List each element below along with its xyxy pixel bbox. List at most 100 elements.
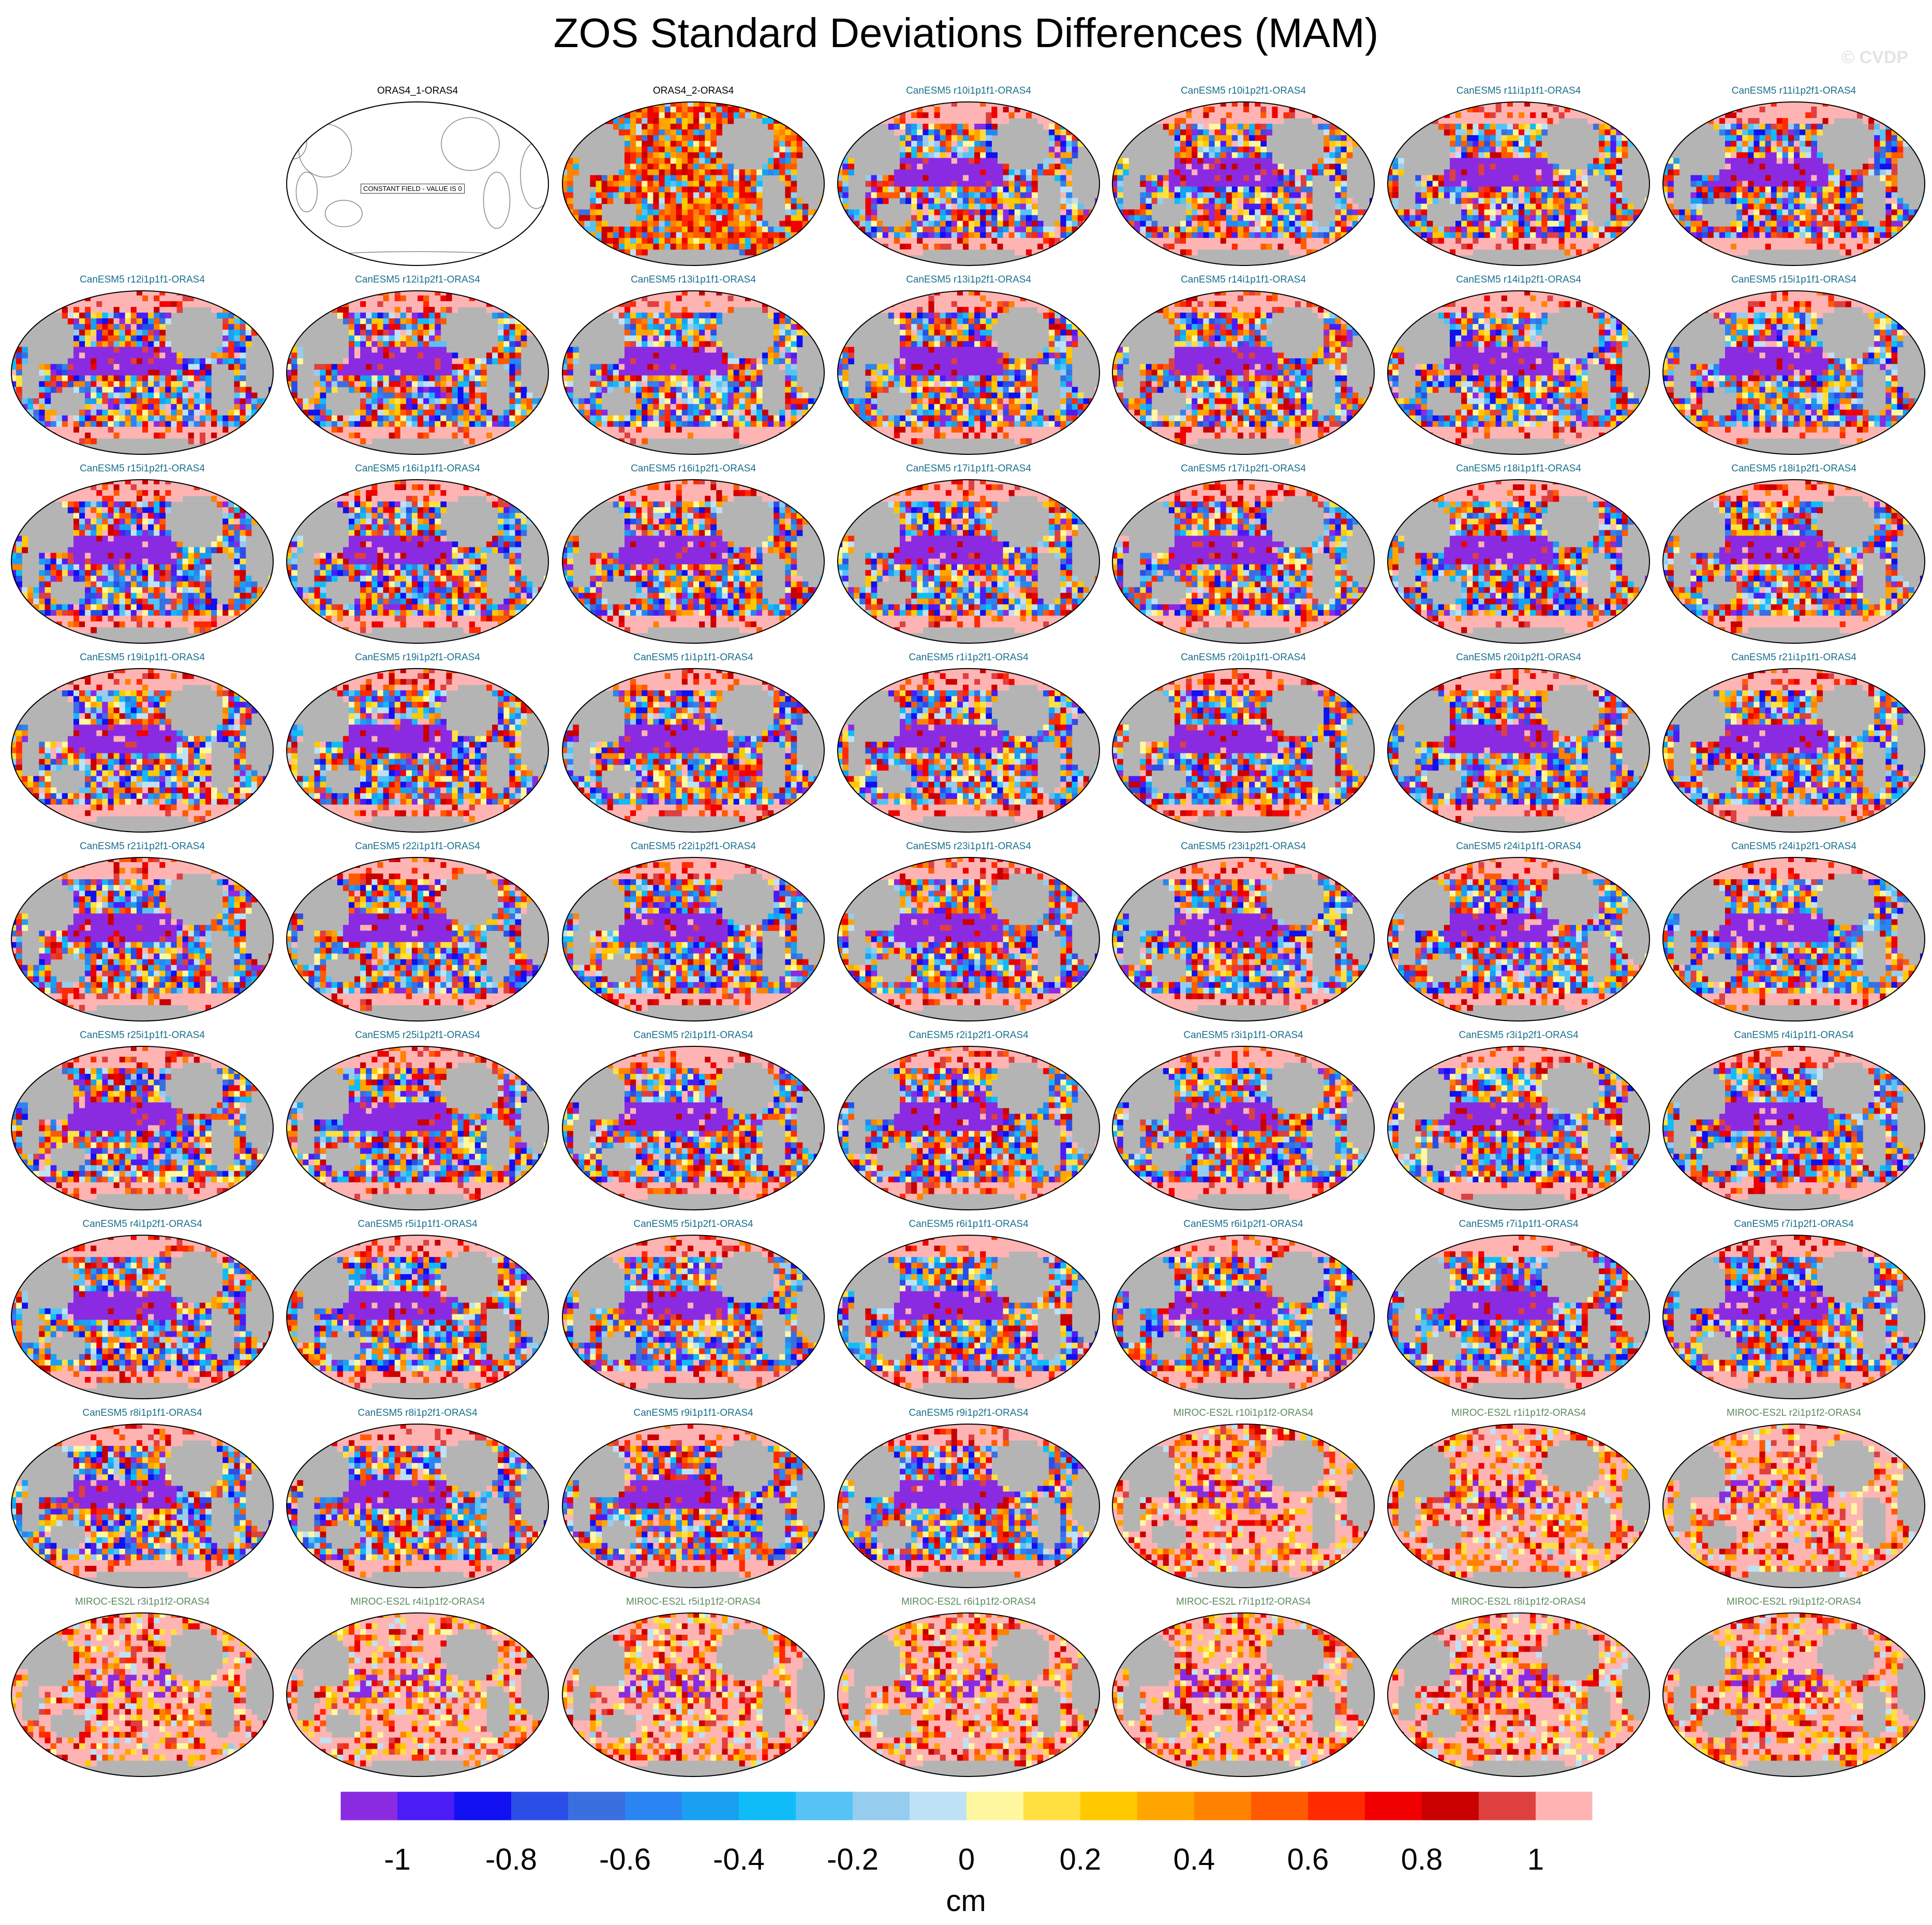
panel-title: MIROC-ES2L r6i1p1f2-ORAS4	[831, 1596, 1106, 1608]
map-border	[11, 1424, 274, 1588]
map-panel: CanESM5 r17i1p2f1-ORAS4	[1106, 463, 1380, 649]
map-panel: CanESM5 r4i1p1f1-ORAS4	[1657, 1030, 1931, 1216]
panel-title: CanESM5 r18i1p2f1-ORAS4	[1657, 463, 1931, 475]
map-panel: CanESM5 r5i1p1f1-ORAS4	[280, 1219, 555, 1405]
ocean-map	[11, 1046, 274, 1210]
map-border	[286, 101, 549, 266]
ocean-map	[1112, 1046, 1375, 1210]
ocean-map	[1112, 1424, 1375, 1588]
map-panel: CanESM5 r11i1p2f1-ORAS4	[1657, 85, 1931, 272]
panel-title: MIROC-ES2L r9i1p1f2-ORAS4	[1657, 1596, 1931, 1608]
map-border	[1662, 1235, 1925, 1399]
ocean-map	[1112, 290, 1375, 455]
panel-title: CanESM5 r2i1p1f1-ORAS4	[556, 1030, 830, 1041]
map-border	[286, 1046, 549, 1210]
map-border	[1662, 1046, 1925, 1210]
panel-title: CanESM5 r8i1p1f1-ORAS4	[5, 1408, 279, 1419]
map-border	[11, 1046, 274, 1210]
colorbar-swatch	[1308, 1791, 1365, 1820]
panel-title: CanESM5 r13i1p2f1-ORAS4	[831, 274, 1106, 286]
panel-title: MIROC-ES2L r5i1p1f2-ORAS4	[556, 1596, 830, 1608]
map-panel: CanESM5 r20i1p2f1-ORAS4	[1381, 652, 1656, 838]
panel-title: CanESM5 r1i1p2f1-ORAS4	[831, 652, 1106, 663]
colorbar-swatch	[1137, 1791, 1195, 1820]
ocean-map	[286, 479, 549, 644]
ocean-map	[1387, 668, 1650, 833]
map-border	[562, 1612, 825, 1777]
panel-title: MIROC-ES2L r8i1p1f2-ORAS4	[1381, 1596, 1656, 1608]
map-panel: CanESM5 r14i1p1f1-ORAS4	[1106, 274, 1380, 461]
map-border	[837, 101, 1100, 266]
map-border	[562, 479, 825, 644]
constant-field-note: CONSTANT FIELD - VALUE IS 0	[361, 184, 465, 194]
map-panel: MIROC-ES2L r2i1p1f2-ORAS4	[1657, 1408, 1931, 1594]
panel-title: CanESM5 r24i1p2f1-ORAS4	[1657, 841, 1931, 852]
panel-title: CanESM5 r17i1p1f1-ORAS4	[831, 463, 1106, 475]
ocean-map	[1112, 1235, 1375, 1399]
ocean-map	[1662, 1235, 1925, 1399]
map-border	[1662, 1424, 1925, 1588]
panel-title: CanESM5 r4i1p1f1-ORAS4	[1657, 1030, 1931, 1041]
panel-title: CanESM5 r12i1p2f1-ORAS4	[280, 274, 555, 286]
ocean-map	[1387, 857, 1650, 1021]
ocean-map	[1112, 668, 1375, 833]
map-panel: CanESM5 r16i1p1f1-ORAS4	[280, 463, 555, 649]
ocean-map	[286, 1424, 549, 1588]
colorbar-swatch	[1479, 1791, 1536, 1820]
colorbar-swatch	[625, 1791, 682, 1820]
colorbar-swatch	[853, 1791, 910, 1820]
map-border	[1112, 1424, 1375, 1588]
ocean-map	[1662, 857, 1925, 1021]
ocean-map	[837, 290, 1100, 455]
panel-title: CanESM5 r6i1p2f1-ORAS4	[1106, 1219, 1380, 1230]
panel-title: CanESM5 r11i1p1f1-ORAS4	[1381, 85, 1656, 97]
map-border	[837, 290, 1100, 455]
map-border	[11, 1235, 274, 1399]
ocean-map	[286, 668, 549, 833]
map-panel: CanESM5 r6i1p2f1-ORAS4	[1106, 1219, 1380, 1405]
panel-title: MIROC-ES2L r4i1p1f2-ORAS4	[280, 1596, 555, 1608]
map-panel: MIROC-ES2L r3i1p1f2-ORAS4	[5, 1596, 279, 1783]
map-panel: CanESM5 r22i1p2f1-ORAS4	[556, 841, 830, 1027]
panel-title: CanESM5 r14i1p1f1-ORAS4	[1106, 274, 1380, 286]
ocean-map	[1387, 101, 1650, 266]
ocean-map	[1112, 1612, 1375, 1777]
panel-title: CanESM5 r19i1p1f1-ORAS4	[5, 652, 279, 663]
ocean-map	[11, 1612, 274, 1777]
map-border	[1662, 479, 1925, 644]
map-border	[1387, 479, 1650, 644]
colorbar-tick-label: -0.2	[827, 1842, 879, 1877]
map-panel: CanESM5 r11i1p1f1-ORAS4	[1381, 85, 1656, 272]
map-border	[1662, 857, 1925, 1021]
panel-title: CanESM5 r22i1p1f1-ORAS4	[280, 841, 555, 852]
ocean-map	[1662, 101, 1925, 266]
map-border	[837, 857, 1100, 1021]
map-border	[1112, 290, 1375, 455]
panel-title: CanESM5 r20i1p1f1-ORAS4	[1106, 652, 1380, 663]
panel-title: CanESM5 r25i1p2f1-ORAS4	[280, 1030, 555, 1041]
ocean-map	[286, 857, 549, 1021]
panel-title: CanESM5 r25i1p1f1-ORAS4	[5, 1030, 279, 1041]
ocean-map	[562, 479, 825, 644]
map-border	[286, 479, 549, 644]
map-border	[1112, 479, 1375, 644]
ocean-map	[562, 290, 825, 455]
panel-title: ORAS4_2-ORAS4	[556, 85, 830, 97]
panel-title: CanESM5 r13i1p1f1-ORAS4	[556, 274, 830, 286]
map-border	[11, 668, 274, 833]
map-border	[1112, 857, 1375, 1021]
coastline-outline	[324, 200, 363, 227]
map-border	[286, 857, 549, 1021]
colorbar-swatch	[1251, 1791, 1309, 1820]
map-panel: CanESM5 r1i1p2f1-ORAS4	[831, 652, 1106, 838]
ocean-map	[837, 101, 1100, 266]
ocean-map	[11, 290, 274, 455]
map-panel: CanESM5 r12i1p2f1-ORAS4	[280, 274, 555, 461]
map-panel: CanESM5 r24i1p2f1-ORAS4	[1657, 841, 1931, 1027]
map-border	[1662, 1612, 1925, 1777]
map-border	[11, 290, 274, 455]
ocean-map	[11, 1424, 274, 1588]
colorbar-swatch	[1023, 1791, 1081, 1820]
ocean-map	[1662, 1612, 1925, 1777]
map-panel: CanESM5 r14i1p2f1-ORAS4	[1381, 274, 1656, 461]
